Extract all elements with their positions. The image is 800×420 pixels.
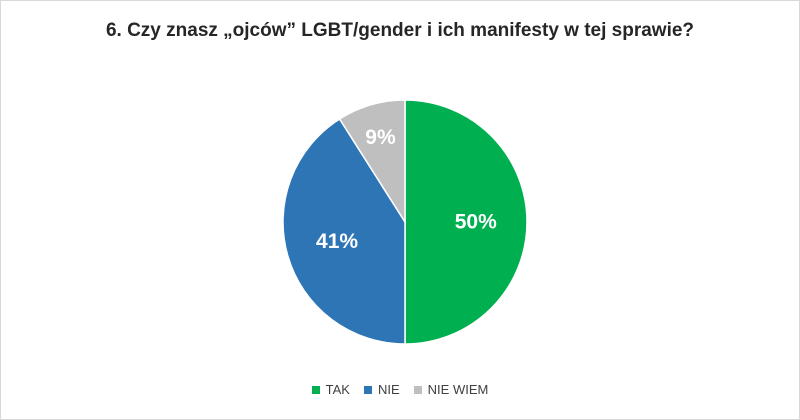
pie-slice-nie-wiem <box>338 99 406 225</box>
data-label-nie: 41% <box>316 230 358 253</box>
legend-label-nie: NIE <box>377 382 400 397</box>
data-label-tak: 50% <box>455 211 497 234</box>
legend-swatch-nie <box>363 385 372 394</box>
legend-label-nie-wiem: NIE WIEM <box>427 382 489 397</box>
chart-legend: TAK NIE NIE WIEM <box>1 382 799 397</box>
legend-item-nie-wiem: NIE WIEM <box>413 382 489 397</box>
legend-swatch-tak <box>311 385 320 394</box>
legend-label-tak: TAK <box>325 382 350 397</box>
legend-item-nie: NIE <box>363 382 400 397</box>
legend-item-tak: TAK <box>311 382 350 397</box>
data-label-nie-wiem: 9% <box>365 126 396 149</box>
chart-title: 6. Czy znasz „ojców” LGBT/gender i ich m… <box>105 20 695 41</box>
legend-swatch-nie-wiem <box>413 385 422 394</box>
pie-slice-tak <box>404 99 528 345</box>
